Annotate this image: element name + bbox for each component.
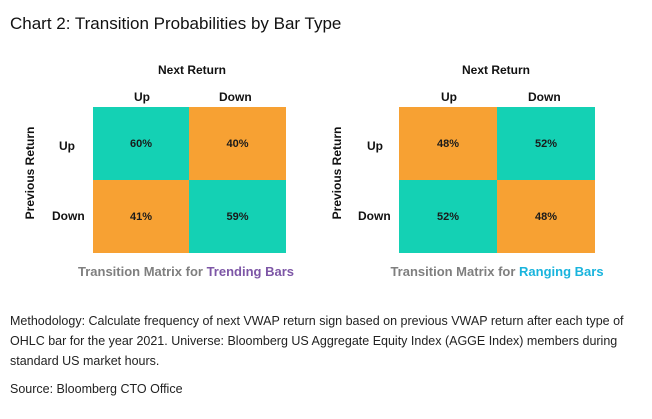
previous-return-label: Previous Return	[23, 126, 37, 220]
cell-down-up: 52%	[399, 180, 497, 253]
caption-prefix: Transition Matrix for	[390, 264, 520, 279]
cell-down-down: 59%	[189, 180, 286, 253]
col-header-down: Down	[528, 90, 561, 104]
caption-ranging: Transition Matrix for Ranging Bars	[356, 264, 638, 279]
cell-down-down: 48%	[497, 180, 595, 253]
caption-highlight: Ranging Bars	[519, 264, 604, 279]
cell-down-up: 41%	[93, 180, 189, 253]
cell-up-up: 48%	[399, 107, 497, 180]
cell-up-down: 52%	[497, 107, 595, 180]
cell-up-down: 40%	[189, 107, 286, 180]
col-header-up: Up	[441, 90, 457, 104]
cell-up-up: 60%	[93, 107, 189, 180]
caption-trending: Transition Matrix for Trending Bars	[48, 264, 324, 279]
next-return-label: Next Return	[158, 63, 227, 77]
col-header-up: Up	[134, 90, 150, 104]
chart-title: Chart 2: Transition Probabilities by Bar…	[10, 14, 342, 33]
col-header-down: Down	[219, 90, 252, 104]
caption-prefix: Transition Matrix for	[78, 264, 207, 279]
next-return-label: Next Return	[462, 63, 531, 77]
row-header-down: Down	[52, 209, 85, 223]
row-header-up: Up	[367, 139, 383, 153]
source-note: Source: Bloomberg CTO Office	[10, 382, 183, 396]
caption-highlight: Trending Bars	[206, 264, 294, 279]
row-header-up: Up	[59, 139, 75, 153]
previous-return-label: Previous Return	[330, 126, 344, 220]
methodology-note: Methodology: Calculate frequency of next…	[10, 314, 624, 368]
row-header-down: Down	[358, 209, 391, 223]
